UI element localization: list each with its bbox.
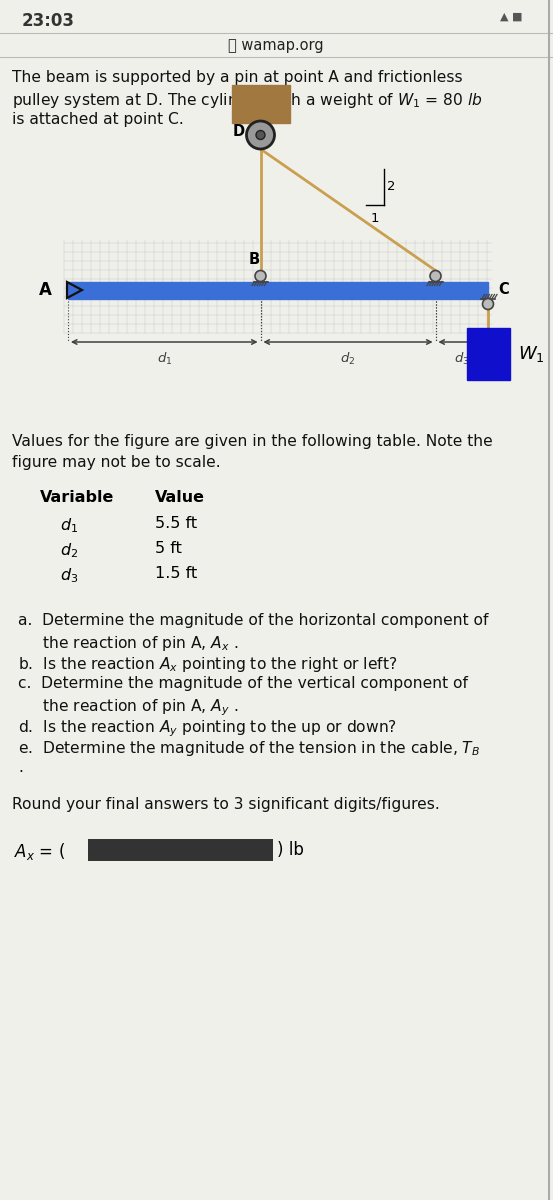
Text: ) lb: ) lb <box>277 841 304 859</box>
Text: a.  Determine the magnitude of the horizontal component of: a. Determine the magnitude of the horizo… <box>18 613 488 628</box>
Text: $d_3$: $d_3$ <box>454 350 469 367</box>
Text: the reaction of pin A, $A_y$ .: the reaction of pin A, $A_y$ . <box>18 697 238 718</box>
Bar <box>88 839 273 862</box>
Circle shape <box>256 131 265 139</box>
Text: Values for the figure are given in the following table. Note the: Values for the figure are given in the f… <box>12 434 493 449</box>
Text: D: D <box>232 124 244 138</box>
Circle shape <box>255 270 266 282</box>
Text: d.  Is the reaction $A_y$ pointing to the up or down?: d. Is the reaction $A_y$ pointing to the… <box>18 718 397 738</box>
Bar <box>467 328 509 379</box>
Text: $W_1$: $W_1$ <box>518 343 544 364</box>
Text: 5.5 ft: 5.5 ft <box>155 516 197 530</box>
Text: Round your final answers to 3 significant digits/figures.: Round your final answers to 3 significan… <box>12 797 440 812</box>
Circle shape <box>430 270 441 282</box>
Text: A: A <box>39 281 52 299</box>
Text: $A_x$ = (: $A_x$ = ( <box>14 841 65 862</box>
Text: The beam is supported by a pin at point A and frictionless: The beam is supported by a pin at point … <box>12 70 463 85</box>
Text: c.  Determine the magnitude of the vertical component of: c. Determine the magnitude of the vertic… <box>18 676 468 691</box>
Bar <box>232 85 290 122</box>
Bar <box>68 282 488 299</box>
Text: $d_1$: $d_1$ <box>60 516 78 535</box>
Text: $d_2$: $d_2$ <box>60 541 78 559</box>
Text: figure may not be to scale.: figure may not be to scale. <box>12 455 221 470</box>
Text: b.  Is the reaction $A_x$ pointing to the right or left?: b. Is the reaction $A_x$ pointing to the… <box>18 655 398 674</box>
Text: ▲ ■: ▲ ■ <box>500 12 523 22</box>
Text: 2: 2 <box>387 180 395 193</box>
Text: C: C <box>498 282 509 298</box>
Text: the reaction of pin A, $A_x$ .: the reaction of pin A, $A_x$ . <box>18 634 238 653</box>
Text: is attached at point C.: is attached at point C. <box>12 112 184 127</box>
Text: 1.5 ft: 1.5 ft <box>155 566 197 581</box>
Text: pulley system at D. The cylinder with a weight of $W_1$ = 80 $lb$: pulley system at D. The cylinder with a … <box>12 91 483 110</box>
Text: ⚿ wamap.org: ⚿ wamap.org <box>228 38 324 53</box>
Circle shape <box>247 121 274 149</box>
Text: e.  Determine the magnitude of the tension in the cable, $T_B$: e. Determine the magnitude of the tensio… <box>18 739 480 758</box>
Text: 1: 1 <box>371 211 379 224</box>
Text: Variable: Variable <box>40 490 114 505</box>
Text: $d_2$: $d_2$ <box>340 350 356 367</box>
Text: B: B <box>249 252 260 268</box>
Text: .: . <box>18 760 23 775</box>
Text: 5 ft: 5 ft <box>155 541 182 556</box>
Text: Value: Value <box>155 490 205 505</box>
Text: 23:03: 23:03 <box>22 12 75 30</box>
Text: $d_3$: $d_3$ <box>60 566 79 584</box>
Text: $d_1$: $d_1$ <box>156 350 172 367</box>
Circle shape <box>483 299 493 310</box>
